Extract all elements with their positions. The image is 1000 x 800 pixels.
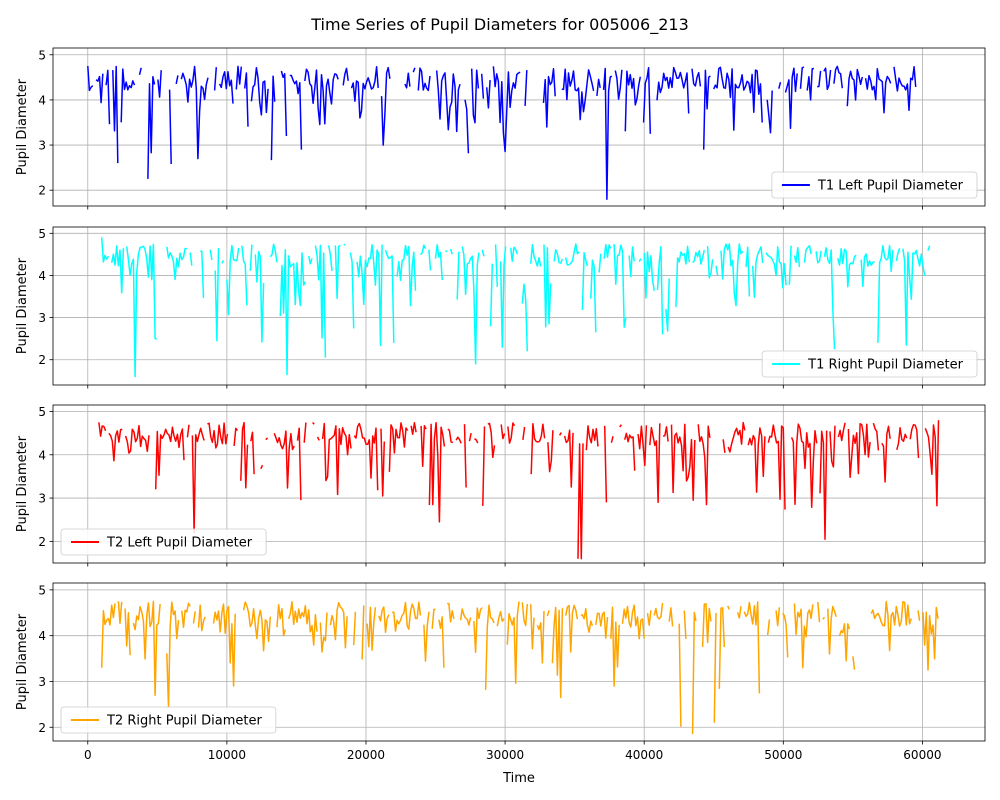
y-tick-label: 4 [38, 93, 46, 107]
subplot-3: 2 3 4 5 Pupil Diameter T2 Left Pupil Diameter [15, 404, 986, 567]
legend: T1 Right Pupil Diameter [761, 350, 978, 378]
x-tick-label: 50000 [764, 748, 802, 762]
y-tick-label: 2 [38, 721, 46, 735]
legend: T2 Left Pupil Diameter [60, 528, 267, 556]
x-tick-label: 40000 [625, 748, 663, 762]
y-tick-label: 2 [38, 353, 46, 367]
y-tick-label: 4 [38, 269, 46, 283]
y-axis-label: Pupil Diameter [15, 78, 30, 175]
x-tick-label: 60000 [903, 748, 941, 762]
y-tick-label: 3 [38, 675, 46, 689]
y-tick-label: 4 [38, 629, 46, 643]
y-axis-label: Pupil Diameter [15, 435, 30, 532]
x-tick-label: 30000 [486, 748, 524, 762]
x-tick-label: 20000 [347, 748, 385, 762]
legend-label: T2 Left Pupil Diameter [106, 536, 253, 551]
plot-frame [52, 47, 986, 207]
y-axis-label: Pupil Diameter [15, 613, 30, 710]
legend-box [60, 706, 277, 734]
subplot-4: 2 3 4 5 0 10000 20000 30000 40000 50000 60000 Pupil… [15, 582, 986, 762]
legend-label: T2 Right Pupil Diameter [106, 714, 263, 729]
legend-box [761, 350, 978, 378]
chart-title: Time Series of Pupil Diameters for 00500… [310, 15, 689, 35]
legend-label: T1 Left Pupil Diameter [817, 179, 964, 194]
x-tick-label: 0 [84, 748, 92, 762]
y-tick-label: 3 [38, 139, 46, 153]
y-tick-label: 2 [38, 535, 46, 549]
legend: T2 Right Pupil Diameter [60, 706, 277, 734]
y-tick-label: 5 [38, 405, 46, 419]
series-line [87, 65, 917, 200]
y-tick-label: 2 [38, 184, 46, 198]
plot-frame [52, 404, 986, 564]
grid [53, 405, 985, 563]
legend: T1 Left Pupil Diameter [771, 171, 978, 199]
y-tick-label: 3 [38, 492, 46, 506]
x-tick-label: 10000 [208, 748, 246, 762]
legend-box [60, 528, 267, 556]
legend-box [771, 171, 978, 199]
series-line [98, 420, 940, 560]
y-tick-label: 4 [38, 448, 46, 462]
series-line [100, 600, 939, 735]
y-tick-label: 5 [38, 583, 46, 597]
series-line [100, 237, 931, 378]
subplots: 2 3 4 5 Pupil Diameter T1 Left Pupil Diameter… [15, 47, 986, 762]
plot-frame [52, 226, 986, 386]
y-tick-label: 3 [38, 311, 46, 325]
subplot-2: 2 3 4 5 Pupil Diameter T1 Right Pupil Diamete… [15, 226, 986, 389]
legend-label: T1 Right Pupil Diameter [807, 358, 964, 373]
y-tick-label: 5 [38, 227, 46, 241]
x-axis-label: Time [502, 771, 535, 786]
plot-frame [52, 582, 986, 742]
grid [53, 48, 985, 206]
subplot-1: 2 3 4 5 Pupil Diameter T1 Left Pupil Diameter [15, 47, 986, 210]
y-tick-label: 5 [38, 48, 46, 62]
y-axis-label: Pupil Diameter [15, 257, 30, 354]
